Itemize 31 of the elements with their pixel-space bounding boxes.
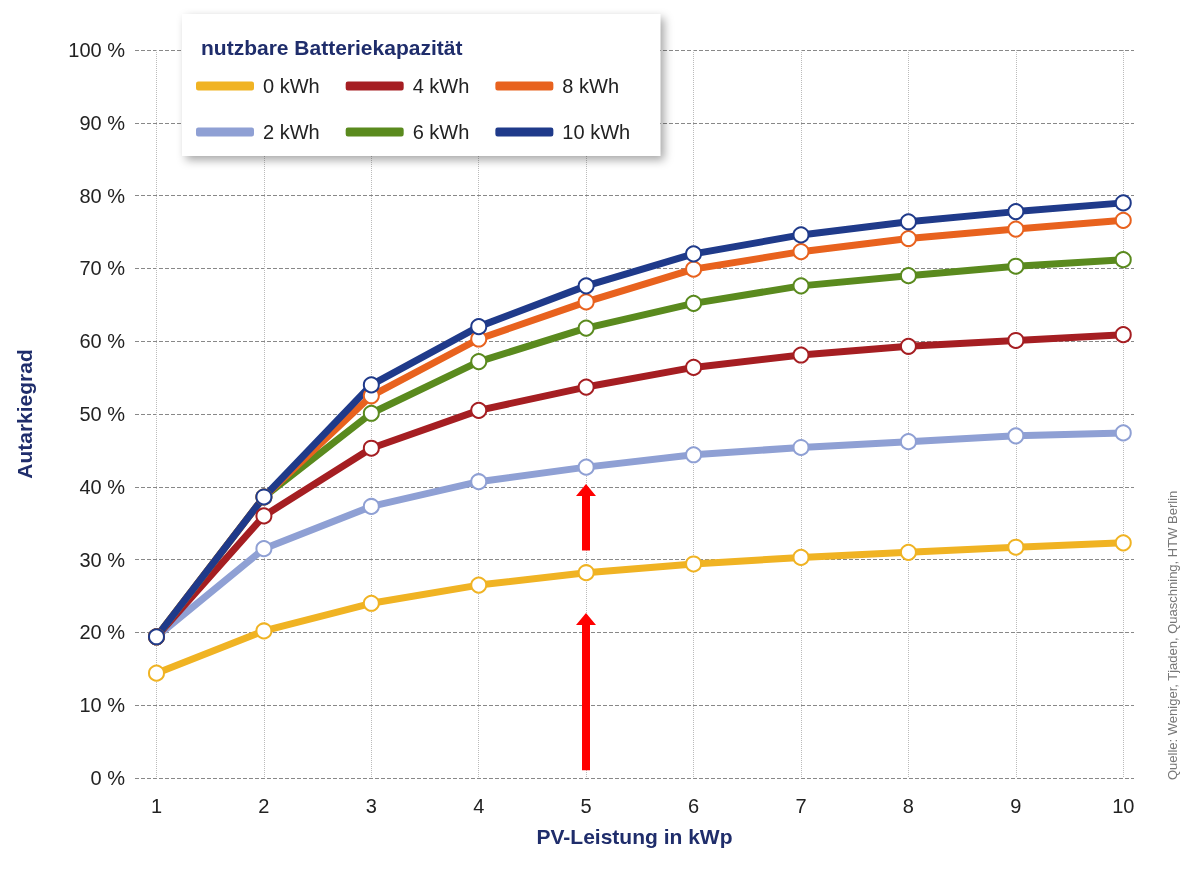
legend-label: 10 kWh — [562, 121, 631, 143]
x-tick-label: 9 — [1010, 795, 1022, 817]
y-tick-label: 40 % — [79, 475, 126, 498]
x-tick-label: 1 — [150, 795, 163, 817]
source-note: Quelle: Weniger, Tjaden, Quaschning, HTW Berlin — [1165, 490, 1180, 780]
x-tick-label: 3 — [365, 795, 377, 817]
y-tick-label: 50 % — [79, 403, 126, 425]
x-tick-label: 6 — [688, 795, 700, 817]
y-tick-label: 10 % — [79, 694, 126, 717]
x-tick-label: 5 — [580, 795, 592, 817]
y-tick-label: 0 % — [90, 767, 126, 789]
y-tick-label: 60 % — [79, 330, 126, 353]
x-axis-title: PV-Leistung in kWp — [536, 825, 733, 848]
legend-label: 4 kWh — [412, 75, 470, 97]
legend-label: 2 kWh — [263, 121, 320, 143]
y-tick-label: 70 % — [79, 257, 126, 280]
y-axis-title: Autarkiegrad — [13, 349, 36, 479]
x-tick-label: 7 — [795, 795, 807, 817]
y-tick-label: 80 % — [79, 184, 126, 207]
y-tick-label: 30 % — [79, 548, 126, 571]
x-tick-label: 2 — [258, 795, 270, 817]
y-tick-label: 90 % — [79, 111, 126, 134]
x-tick-label: 8 — [902, 795, 914, 817]
y-tick-label: 20 % — [79, 621, 126, 644]
x-tick-label: 4 — [473, 795, 485, 817]
legend-title: nutzbare Batteriekapazität — [201, 36, 463, 59]
legend-label: 0 kWh — [263, 75, 320, 97]
legend-label: 8 kWh — [562, 75, 620, 97]
y-tick-label: 100 % — [68, 39, 126, 61]
legend-label: 6 kWh — [412, 121, 470, 143]
x-tick-label: 10 — [1112, 795, 1135, 817]
